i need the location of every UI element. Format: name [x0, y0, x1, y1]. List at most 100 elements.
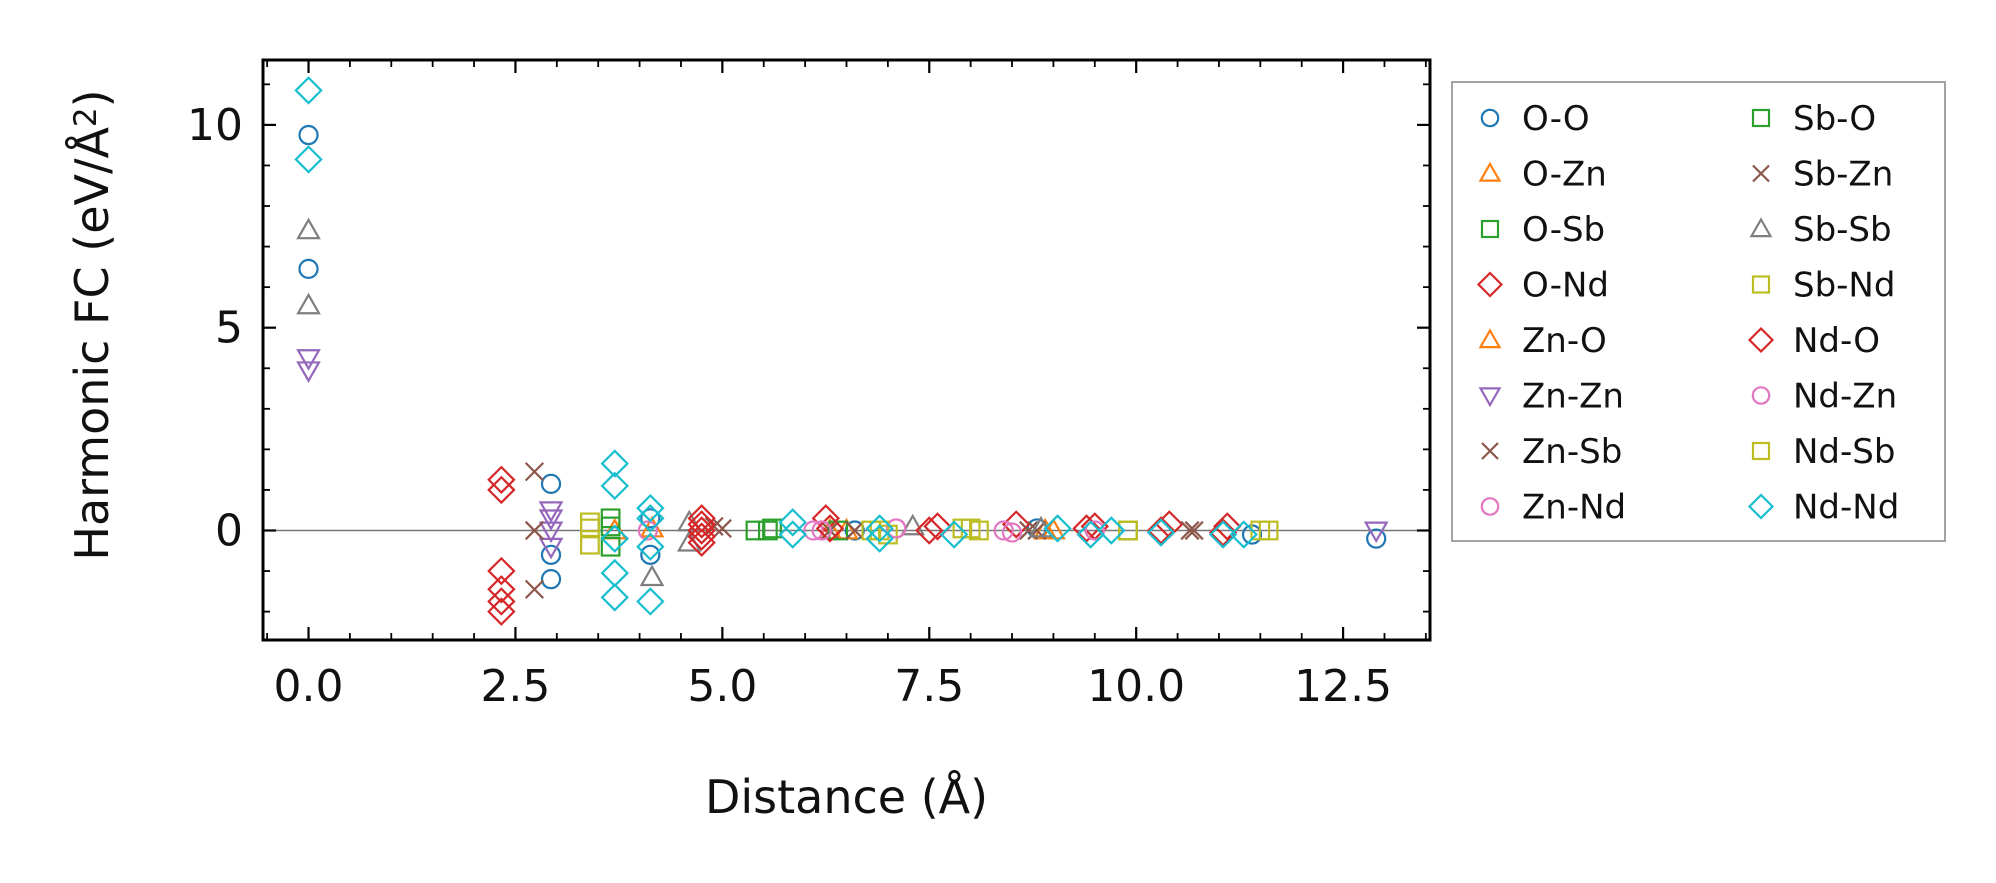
data-point [636, 587, 665, 616]
data-point [296, 361, 321, 383]
data-point [1213, 512, 1242, 541]
series-nd-nd [294, 76, 1258, 616]
legend-label: Sb-Sb [1793, 210, 1892, 250]
legend-label: Zn-O [1522, 321, 1607, 361]
data-point [712, 518, 732, 539]
legend-marker [1747, 493, 1775, 520]
data-point [1229, 520, 1258, 549]
data-point [811, 504, 841, 533]
data-point [487, 575, 516, 604]
legend-entry-nd-o: Nd-O [1747, 321, 1880, 361]
data-point [580, 512, 600, 533]
legend-entry-sb-sb: Sb-Sb [1749, 210, 1892, 250]
data-point [815, 514, 845, 543]
legend-label: O-O [1522, 99, 1590, 139]
legend-marker [1480, 497, 1500, 516]
data-point [600, 583, 629, 612]
data-point [538, 537, 564, 560]
data-point [298, 258, 319, 280]
axes-frame [261, 58, 1432, 642]
x-tick-label: 2.5 [480, 661, 550, 712]
legend-entry-zn-sb: Zn-Sb [1481, 432, 1622, 472]
legend: O-O O-Zn O-Sb O-Nd Zn-O Zn-Zn Zn-Sb Zn-Nd Sb-O Sb… [1451, 81, 1946, 542]
data-point [762, 518, 782, 539]
data-point [639, 564, 665, 587]
data-point [939, 520, 969, 549]
data-point [600, 524, 629, 553]
legend-marker [1478, 387, 1502, 408]
data-point [1118, 520, 1138, 541]
legend-marker [1751, 386, 1771, 405]
data-point [540, 473, 562, 494]
y-tick-label: 0 [215, 505, 243, 556]
legend-marker [1751, 275, 1771, 294]
x-tick-label: 0.0 [274, 661, 344, 712]
data-point [580, 534, 600, 555]
x-tick-label: 12.5 [1294, 661, 1392, 712]
data-point [757, 520, 778, 541]
data-point [1097, 516, 1126, 545]
data-point [844, 520, 865, 541]
data-point [1208, 520, 1238, 549]
data-point [636, 532, 665, 561]
data-point [524, 520, 545, 541]
data-point [778, 520, 807, 549]
legend-entry-nd-zn: Nd-Zn [1751, 377, 1897, 417]
legend-label: Zn-Zn [1522, 377, 1624, 417]
legend-entry-nd-nd: Nd-Nd [1747, 488, 1899, 528]
series-nd-zn [811, 518, 1105, 543]
y-tick-label: 10 [187, 100, 243, 151]
legend-label: Sb-Nd [1793, 266, 1895, 306]
data-point [811, 520, 832, 541]
data-point [487, 475, 516, 505]
x-axis-label: Distance (Å) [705, 770, 988, 824]
data-point [636, 504, 665, 533]
data-point [294, 76, 323, 105]
y-axis-label-close: ) [65, 89, 119, 107]
data-point [687, 528, 716, 557]
legend-marker [1480, 219, 1500, 239]
legend-marker [1752, 164, 1770, 183]
data-point [1072, 514, 1101, 543]
data-point [687, 516, 716, 545]
legend-marker [1747, 326, 1775, 354]
data-point [886, 518, 907, 539]
data-point [538, 521, 564, 544]
data-point [1366, 528, 1387, 549]
series-sb-o [600, 508, 849, 557]
plot-area [263, 76, 1430, 626]
data-point [580, 518, 600, 539]
data-point [1146, 516, 1176, 545]
legend-marker [1476, 271, 1504, 298]
data-point [540, 569, 562, 590]
legend-entry-o-sb: O-Sb [1480, 210, 1605, 250]
legend-entry-o-nd: O-Nd [1476, 266, 1609, 306]
legend-label: Zn-Nd [1522, 488, 1626, 528]
data-point [636, 493, 665, 523]
data-point [600, 449, 629, 478]
legend-entry-o-zn: O-Zn [1478, 155, 1607, 195]
data-point [687, 510, 716, 539]
data-point [778, 508, 807, 537]
data-point [845, 520, 865, 541]
data-point [296, 217, 321, 240]
legend-label: Nd-Zn [1793, 377, 1897, 417]
data-point [1363, 521, 1389, 544]
legend-label: Sb-Zn [1793, 155, 1893, 195]
legend-label: Nd-Nd [1793, 488, 1899, 528]
data-point [915, 516, 944, 545]
legend-entry-sb-nd: Sb-Nd [1751, 266, 1895, 306]
legend-box [1451, 81, 1946, 542]
data-point [600, 471, 629, 501]
y-tick-label: 5 [215, 303, 243, 354]
data-point [1043, 514, 1072, 543]
series-nd-o [687, 504, 1238, 557]
series-zn-zn [296, 349, 1389, 560]
data-point [865, 514, 894, 543]
axes: 0.0 2.5 5.0 7.5 10.0 12.5 0 5 10 Distance (Å) Harm… [65, 58, 1432, 824]
data-point [828, 520, 849, 541]
legend-label: Nd-O [1793, 321, 1880, 361]
data-point [294, 145, 323, 174]
data-point [1155, 510, 1184, 539]
legend-marker [1751, 441, 1771, 461]
